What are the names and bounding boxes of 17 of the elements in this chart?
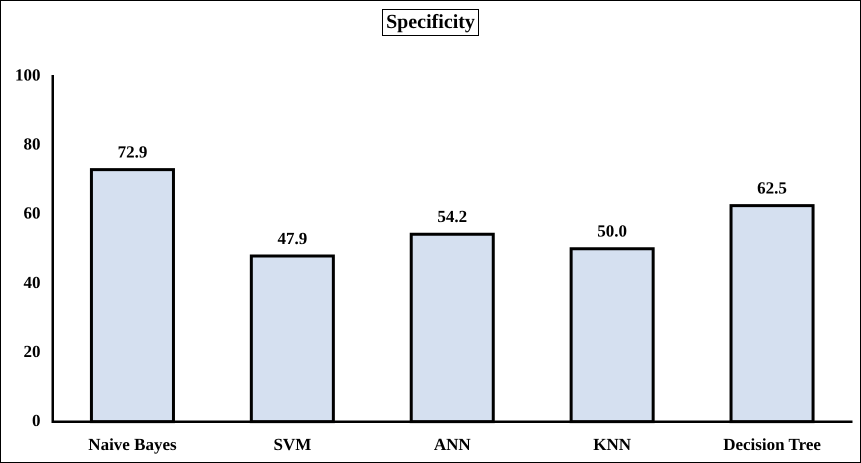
chart-title: Specificity bbox=[382, 9, 479, 36]
data-label: 50.0 bbox=[597, 222, 628, 241]
y-tick-label: 80 bbox=[24, 134, 40, 154]
data-label: 62.5 bbox=[757, 178, 787, 198]
x-tick-label: KNN bbox=[593, 435, 632, 454]
data-label: 72.9 bbox=[118, 142, 148, 162]
x-tick-label: SVM bbox=[273, 435, 312, 454]
y-tick-label: 20 bbox=[24, 342, 40, 361]
y-tick-label: 60 bbox=[24, 204, 40, 223]
x-tick-label: Naive Bayes bbox=[88, 435, 177, 454]
x-tick-label: Decision Tree bbox=[723, 435, 822, 454]
x-tick-label: ANN bbox=[434, 435, 472, 454]
data-label: 54.2 bbox=[437, 207, 468, 226]
data-label: 47.9 bbox=[277, 228, 308, 248]
y-tick-label: 0 bbox=[32, 410, 40, 430]
y-tick-label: 100 bbox=[15, 65, 40, 84]
y-tick-label: 40 bbox=[24, 272, 40, 292]
